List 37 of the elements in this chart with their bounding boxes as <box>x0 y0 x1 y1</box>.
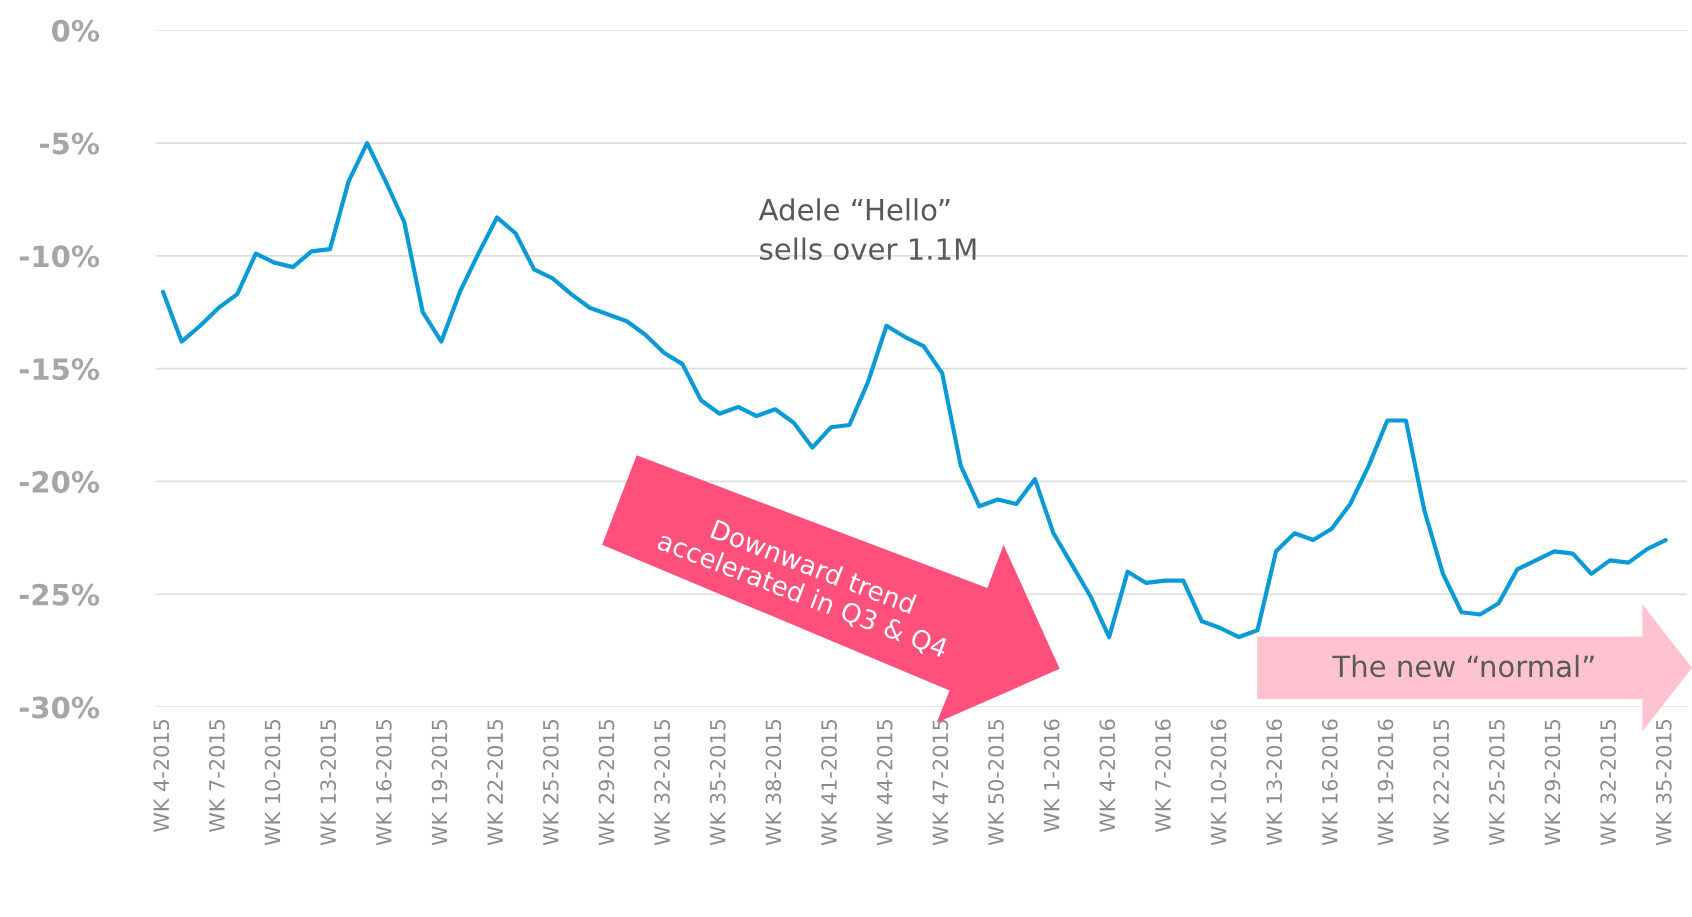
x-tick-label: WK 13-2015 <box>320 719 337 846</box>
y-tick-label: 0% <box>51 19 100 42</box>
x-tick-label: WK 35-2015 <box>1655 719 1672 846</box>
x-tick-label: WK 19-2015 <box>431 719 448 846</box>
x-tick-label: WK 47-2015 <box>932 719 949 846</box>
y-tick-label: -30% <box>19 696 100 719</box>
x-tick-label: WK 4-2016 <box>1099 719 1116 833</box>
x-tick-label: WK 41-2015 <box>821 719 837 846</box>
x-tick-label: WK 25-2015 <box>1488 719 1505 846</box>
y-tick-label: -15% <box>19 358 100 381</box>
x-tick-label: WK 4-2015 <box>153 719 170 833</box>
x-tick-label: WK 35-2015 <box>709 719 726 846</box>
x-tick-label: WK 16-2015 <box>375 719 392 846</box>
annotation: Adele “Hello” sells over 1.1M <box>758 198 976 261</box>
y-tick-label: -5% <box>40 132 100 155</box>
x-tick-label: WK 29-2015 <box>598 719 615 846</box>
x-tick-label: WK 22-2015 <box>1433 719 1450 846</box>
y-tick-label: -10% <box>19 245 100 268</box>
x-tick-label: WK 25-2015 <box>542 719 559 846</box>
x-tick-label: WK 44-2015 <box>876 719 893 846</box>
x-tick-label: WK 22-2015 <box>487 719 504 846</box>
x-tick-label: WK 19-2016 <box>1377 719 1394 846</box>
x-tick-label: WK 50-2015 <box>988 719 1004 846</box>
x-tick-label: WK 38-2015 <box>765 719 782 846</box>
annotation: The new “normal” <box>1332 654 1594 678</box>
x-tick-label: WK 13-2016 <box>1266 719 1283 846</box>
x-tick-label: WK 10-2015 <box>264 719 281 846</box>
x-tick-label: WK 29-2015 <box>1544 719 1561 846</box>
x-tick-label: WK 1-2016 <box>1043 719 1060 833</box>
x-tick-label: WK 16-2016 <box>1321 719 1338 846</box>
x-tick-label: WK 10-2016 <box>1210 719 1227 846</box>
x-tick-label: WK 32-2015 <box>654 719 670 846</box>
x-tick-label: WK 7-2016 <box>1155 719 1171 833</box>
x-tick-label: WK 32-2015 <box>1600 719 1616 846</box>
y-tick-label: -25% <box>19 583 100 606</box>
x-tick-label: WK 7-2015 <box>209 719 225 833</box>
y-tick-label: -20% <box>19 470 100 493</box>
